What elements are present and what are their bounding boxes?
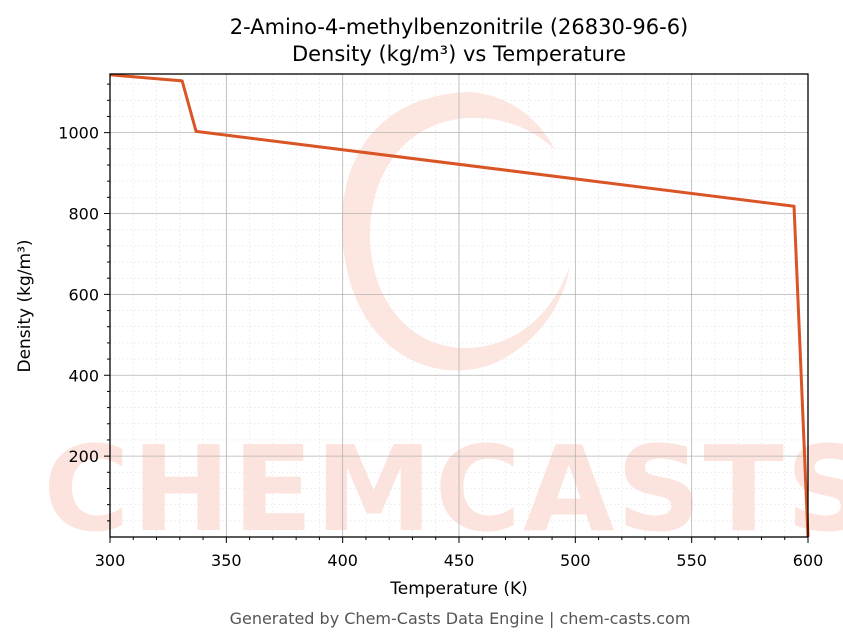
chart-title-line1: 2-Amino-4-methylbenzonitrile (26830-96-6… [230,15,689,39]
x-tick-label: 400 [327,551,358,570]
watermark-swirl-mark [341,92,570,371]
x-tick-label: 500 [560,551,591,570]
y-tick-label: 800 [68,205,99,224]
chart-title-line2: Density (kg/m³) vs Temperature [292,42,626,66]
x-tick-label: 300 [95,551,126,570]
y-tick-label: 600 [68,285,99,304]
footer-credit: Generated by Chem-Casts Data Engine | ch… [230,609,691,628]
x-tick-label: 450 [444,551,475,570]
chemcasts-watermark: CHEMCASTS [43,92,843,558]
x-axis-label: Temperature (K) [389,579,528,599]
x-tick-label: 550 [676,551,707,570]
y-tick-label: 400 [68,366,99,385]
y-tick-label: 200 [68,447,99,466]
y-axis-label: Density (kg/m³) [15,239,35,372]
x-tick-label: 600 [793,551,824,570]
y-tick-label: 1000 [58,124,99,143]
y-axis-ticks: 200 400 600 800 1000 [58,83,110,522]
density-series-line [109,73,810,538]
watermark-text: CHEMCASTS [43,420,843,558]
major-grid [109,74,809,537]
x-tick-label: 350 [211,551,242,570]
x-axis-ticks: 300 350 400 450 500 550 600 [95,537,824,570]
